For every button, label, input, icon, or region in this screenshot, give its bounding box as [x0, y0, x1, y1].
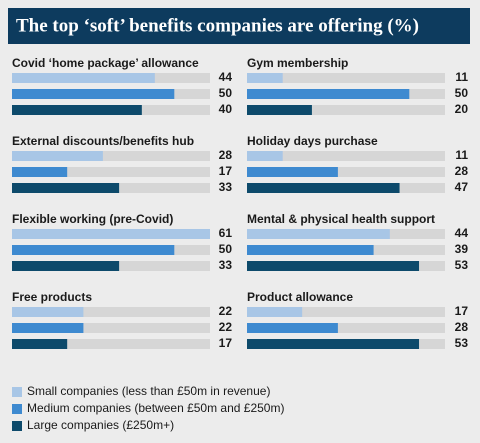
bar [12, 323, 84, 333]
panel-title: Holiday days purchase [247, 134, 378, 148]
bar-track [247, 323, 445, 333]
panel-title: Covid ‘home package’ allowance [12, 56, 199, 70]
value-label: 50 [219, 242, 233, 256]
value-label: 50 [455, 86, 469, 100]
value-label: 22 [219, 320, 233, 334]
legend-label: Small companies (less than £50m in reven… [27, 384, 270, 398]
bar [12, 307, 84, 317]
bar-track [247, 105, 445, 115]
value-label: 39 [455, 242, 469, 256]
value-label: 53 [455, 258, 469, 272]
value-label: 28 [455, 320, 469, 334]
panel-title: Mental & physical health support [247, 212, 435, 226]
value-label: 11 [455, 70, 468, 84]
panel-title: Gym membership [247, 56, 348, 70]
bar [12, 261, 120, 271]
value-label: 17 [219, 336, 233, 350]
bar [12, 73, 155, 83]
legend-label: Medium companies (between £50m and £250m… [27, 401, 284, 415]
legend-swatch [12, 421, 22, 431]
panel-title: External discounts/benefits hub [12, 134, 194, 148]
bar-track [12, 307, 210, 317]
legend-swatch [12, 387, 22, 397]
bar-track [12, 339, 210, 349]
bar [12, 339, 68, 349]
bar [247, 323, 338, 333]
value-label: 22 [219, 304, 233, 318]
value-label: 47 [455, 180, 469, 194]
value-label: 33 [219, 258, 233, 272]
value-label: 44 [455, 226, 469, 240]
bar-track [12, 151, 210, 161]
bar [247, 261, 420, 271]
bar-track [12, 167, 210, 177]
bar [247, 89, 410, 99]
bar [12, 183, 120, 193]
value-label: 53 [455, 336, 469, 350]
panel-title: Flexible working (pre-Covid) [12, 212, 173, 226]
bar [247, 307, 303, 317]
value-label: 28 [455, 164, 469, 178]
bar [12, 245, 175, 255]
bar [247, 105, 312, 115]
value-label: 44 [219, 70, 233, 84]
legend-label: Large companies (£250m+) [27, 418, 174, 432]
bar [12, 89, 175, 99]
value-label: 11 [455, 148, 468, 162]
bar [247, 183, 400, 193]
value-label: 28 [219, 148, 233, 162]
bar [12, 229, 210, 239]
value-label: 50 [219, 86, 233, 100]
value-label: 33 [219, 180, 233, 194]
bar [247, 151, 283, 161]
value-label: 40 [219, 102, 233, 116]
bar-track [247, 167, 445, 177]
bar [12, 167, 68, 177]
chart-title: The top ‘soft’ benefits companies are of… [16, 15, 419, 36]
panel-title: Product allowance [247, 290, 353, 304]
value-label: 17 [455, 304, 469, 318]
panel-title: Free products [12, 290, 92, 304]
bar-track [247, 73, 445, 83]
value-label: 61 [219, 226, 233, 240]
bar-track [247, 151, 445, 161]
value-label: 17 [219, 164, 233, 178]
bar-track [12, 323, 210, 333]
bar [247, 339, 420, 349]
bar [12, 105, 142, 115]
bar [247, 167, 338, 177]
value-label: 20 [455, 102, 469, 116]
bar [247, 245, 374, 255]
bar [247, 229, 390, 239]
bar [12, 151, 103, 161]
bar-track [247, 307, 445, 317]
bar [247, 73, 283, 83]
legend-swatch [12, 404, 22, 414]
title-bar [8, 8, 470, 44]
